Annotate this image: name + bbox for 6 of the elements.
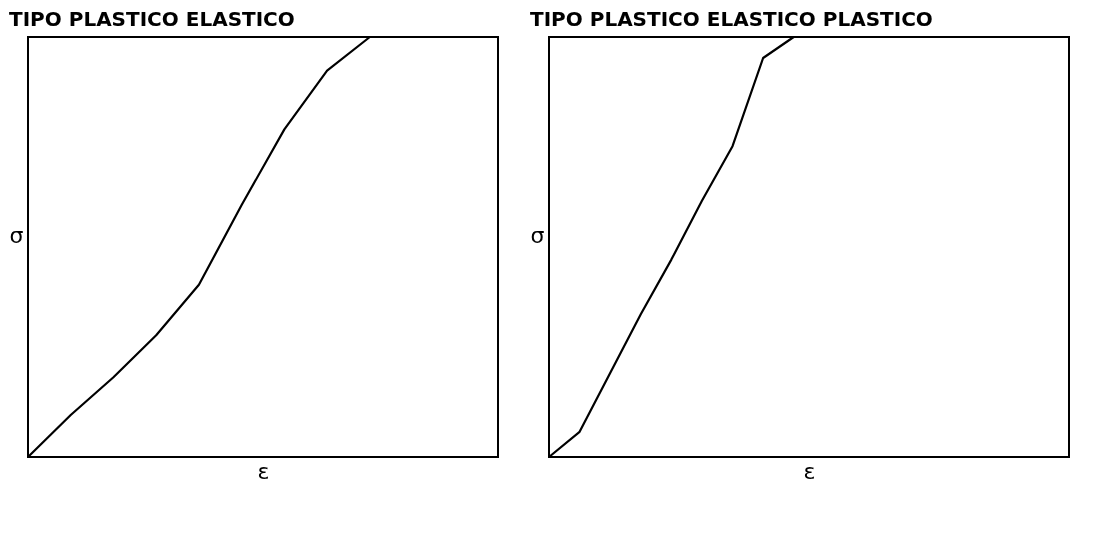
x-axis-title: ε xyxy=(257,458,270,484)
y-axis-title: σ xyxy=(530,222,545,248)
chart-title: TIPO PLASTICO ELASTICO PLASTICO xyxy=(530,6,933,31)
y-axis-title: σ xyxy=(9,222,24,248)
x-axis-title: ε xyxy=(803,458,816,484)
chart-title: TIPO PLASTICO ELASTICO xyxy=(9,6,295,31)
